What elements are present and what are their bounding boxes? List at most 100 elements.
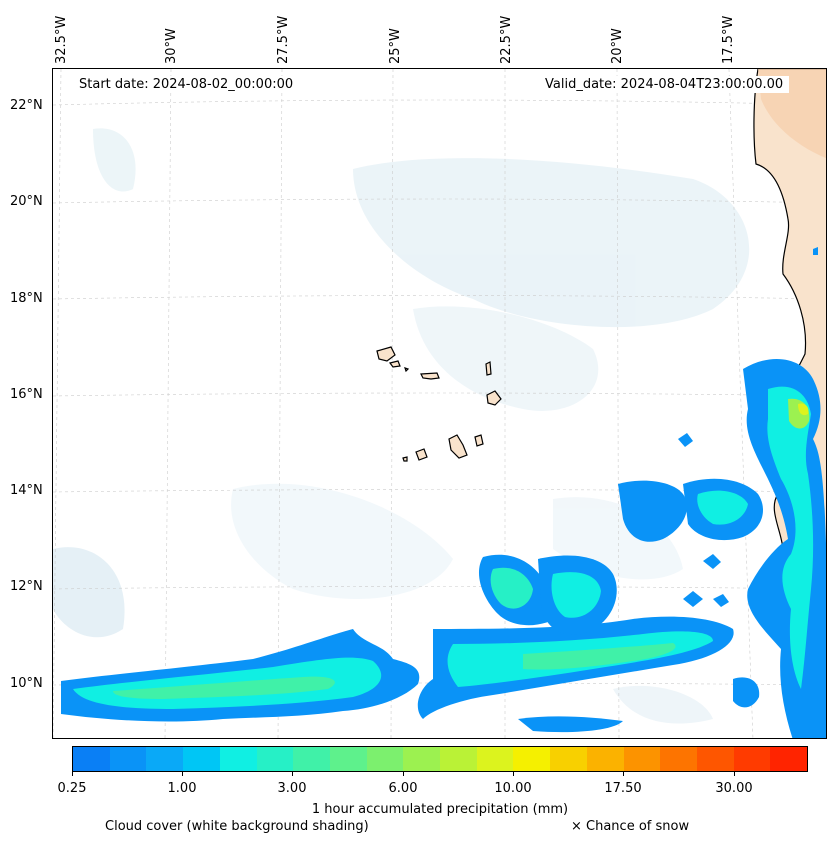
island-santa-luzia	[404, 367, 410, 373]
colorbar-segment	[476, 747, 514, 771]
colorbar-segment	[73, 747, 110, 771]
colorbar-segment	[403, 747, 441, 771]
cloud-patch	[613, 685, 713, 724]
colorbar-segment	[293, 747, 330, 771]
island-fogo	[415, 448, 428, 461]
precip-band-core	[523, 643, 676, 670]
colorbar-title: 1 hour accumulated precipitation (mm)	[311, 802, 569, 817]
colorbar-tick-label: 3.00	[277, 781, 307, 796]
lat-label-16n: 16°N	[10, 387, 43, 402]
colorbar-segment	[623, 747, 661, 771]
precip-cell-small	[733, 677, 760, 708]
colorbar-segment	[440, 747, 477, 771]
colorbar-segment	[183, 747, 220, 771]
colorbar-segment	[256, 747, 294, 771]
colorbar-segment	[329, 747, 367, 771]
precip-coast-inner	[767, 386, 814, 689]
colorbar-tickmark	[623, 772, 624, 776]
lat-label-18n: 18°N	[10, 291, 43, 306]
colorbar-segment	[770, 747, 808, 771]
colorbar-tickmark	[513, 772, 514, 776]
colorbar-segment	[550, 747, 587, 771]
island-sao-vicente	[388, 360, 401, 368]
map-canvas	[53, 69, 826, 738]
precip-cell-small	[683, 591, 703, 607]
precip-cell-small	[713, 594, 729, 607]
precip-hotspot	[798, 403, 809, 416]
map-panel	[52, 68, 827, 739]
gridline-lat	[53, 586, 826, 590]
colorbar-tickmark	[734, 772, 735, 776]
lat-label-10n: 10°N	[10, 676, 43, 691]
precip-cell-small	[813, 247, 818, 255]
island-boa-vista	[486, 390, 502, 406]
lon-label-32-5w: 32.5°W	[54, 15, 69, 64]
precip-cell-small	[518, 716, 623, 733]
island-maio	[474, 434, 484, 447]
island-santiago	[448, 434, 468, 459]
island-sal	[485, 361, 492, 376]
precipitation-field	[61, 247, 826, 738]
precip-cell-small	[703, 554, 721, 569]
lat-label-20n: 20°N	[10, 194, 43, 209]
cloud-patch	[353, 158, 750, 328]
lon-label-17-5w: 17.5°W	[721, 15, 736, 64]
cape-verde-islands	[376, 346, 502, 462]
lat-label-12n: 12°N	[10, 579, 43, 594]
colorbar-tick-label: 30.00	[715, 781, 753, 796]
precip-cell-inner	[551, 572, 601, 618]
colorbar-tickmark	[72, 772, 73, 776]
colorbar-segment	[366, 747, 404, 771]
colorbar-tickmark	[292, 772, 293, 776]
precip-band-core	[113, 676, 335, 699]
colorbar-tick-label: 1.00	[167, 781, 197, 796]
colorbar-segment	[733, 747, 771, 771]
precip-cell-inner	[490, 567, 533, 609]
colorbar-segment	[219, 747, 257, 771]
lon-label-22-5w: 22.5°W	[499, 15, 514, 64]
gridline-lon	[164, 69, 172, 738]
colorbar-tickmark	[182, 772, 183, 776]
island-sao-nicolau	[420, 372, 440, 380]
colorbar-tick-label: 10.00	[494, 781, 532, 796]
precipitation-colorbar	[72, 746, 808, 772]
lon-label-20w: 20°W	[610, 28, 625, 64]
precip-cell-inner	[697, 490, 748, 525]
cloud-patch	[53, 547, 125, 638]
lon-label-27-5w: 27.5°W	[276, 15, 291, 64]
island-brava	[402, 456, 408, 462]
colorbar-segment	[586, 747, 624, 771]
gridline-lat	[53, 392, 826, 397]
colorbar-segment	[146, 747, 184, 771]
lat-label-22n: 22°N	[10, 98, 43, 113]
cloud-cover-note: Cloud cover (white background shading)	[105, 819, 369, 834]
colorbar-tick-label: 17.50	[604, 781, 642, 796]
island-santo-antao	[376, 346, 396, 362]
gridline-lon	[53, 69, 62, 738]
colorbar-tickmark	[403, 772, 404, 776]
colorbar-tick-label: 0.25	[57, 781, 87, 796]
gridline-lon	[277, 69, 283, 738]
gridline-lat	[53, 99, 826, 106]
colorbar-segment	[696, 747, 734, 771]
colorbar-segment	[109, 747, 147, 771]
cloud-patch	[93, 128, 136, 192]
precip-cell-small	[678, 433, 693, 447]
cloud-patch	[413, 306, 599, 411]
snow-legend: × Chance of snow	[571, 819, 690, 834]
start-date-label: Start date: 2024-08-02_00:00:00	[73, 76, 300, 93]
cloud-cover-shading	[53, 128, 750, 724]
gridline-lat	[53, 295, 826, 300]
gridline-lon	[390, 69, 394, 738]
valid-date-label: Valid_date: 2024-08-04T23:00:00.00	[539, 76, 790, 93]
lat-label-14n: 14°N	[10, 483, 43, 498]
lon-label-30w: 30°W	[164, 28, 179, 64]
lon-label-25w: 25°W	[388, 28, 403, 64]
cloud-patch	[231, 483, 453, 599]
precip-cell	[618, 480, 687, 542]
gridline-lat	[53, 489, 826, 493]
colorbar-segment	[513, 747, 551, 771]
gridline-lon	[728, 69, 754, 738]
gridline-lat	[53, 198, 826, 204]
colorbar-segment	[660, 747, 697, 771]
